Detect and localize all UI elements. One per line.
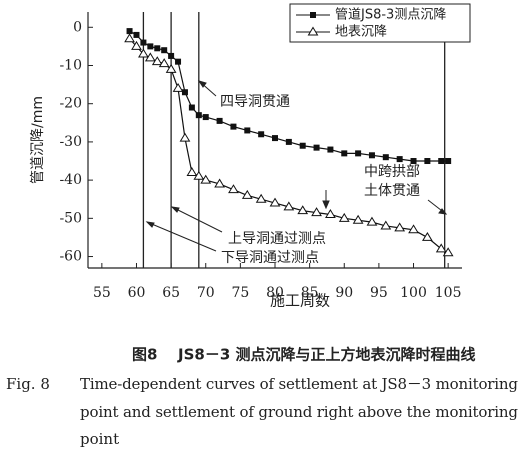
point bbox=[269, 197, 281, 207]
point bbox=[297, 205, 309, 215]
series-line bbox=[129, 38, 449, 254]
caption-cn-text: JS8－3 测点沉降与正上方地表沉降时程曲线 bbox=[177, 346, 475, 364]
point bbox=[421, 231, 433, 241]
x-tick-label: 105 bbox=[435, 285, 462, 301]
point bbox=[438, 158, 445, 165]
point bbox=[272, 135, 278, 142]
y-tick-label: -40 bbox=[59, 172, 82, 188]
point bbox=[181, 89, 188, 96]
point bbox=[241, 189, 253, 199]
point bbox=[202, 114, 209, 121]
point bbox=[341, 150, 348, 157]
x-tick-label: 90 bbox=[335, 285, 353, 301]
point bbox=[283, 201, 295, 211]
point bbox=[186, 167, 198, 176]
point bbox=[138, 48, 149, 58]
point bbox=[368, 152, 375, 159]
legend-label: 管道JS8-3测点沉降 bbox=[335, 8, 446, 23]
x-tick-label: 55 bbox=[93, 285, 111, 301]
point bbox=[200, 174, 212, 184]
point bbox=[445, 158, 452, 165]
point bbox=[214, 178, 225, 188]
point bbox=[179, 132, 191, 142]
x-axis-title: 施工周数 bbox=[270, 292, 330, 310]
x-tick-label: 70 bbox=[197, 285, 215, 301]
point bbox=[408, 224, 419, 234]
caption-en-line: point bbox=[80, 430, 119, 448]
y-tick-label: -10 bbox=[59, 57, 82, 73]
point bbox=[228, 184, 239, 194]
point bbox=[338, 212, 350, 222]
x-tick-label: 95 bbox=[370, 285, 388, 301]
annotation: 四导洞贯通 bbox=[220, 94, 290, 110]
point bbox=[380, 220, 392, 230]
point bbox=[154, 45, 161, 52]
annotation: 土体贯通 bbox=[364, 183, 420, 199]
caption-en-line: point and settlement of ground right abo… bbox=[80, 403, 518, 421]
point bbox=[313, 144, 320, 151]
point bbox=[299, 142, 306, 149]
y-axis-title: 管道沉降/mm bbox=[30, 96, 46, 184]
caption-en-label: Fig. 8 bbox=[6, 375, 50, 393]
point bbox=[352, 214, 364, 224]
annotation-arrows bbox=[145, 80, 448, 252]
point bbox=[327, 146, 334, 153]
point bbox=[396, 156, 403, 163]
point bbox=[355, 150, 362, 157]
y-tick-label: -30 bbox=[59, 134, 82, 150]
point bbox=[285, 138, 292, 145]
point bbox=[124, 33, 135, 43]
point bbox=[366, 216, 378, 226]
point bbox=[158, 58, 170, 68]
x-tick-label: 85 bbox=[301, 285, 319, 301]
point bbox=[195, 112, 202, 119]
y-tick-label: -60 bbox=[59, 249, 82, 265]
y-tick-label: 0 bbox=[73, 19, 82, 35]
point bbox=[382, 154, 389, 161]
point bbox=[255, 193, 267, 203]
point bbox=[435, 243, 447, 253]
point bbox=[410, 158, 417, 165]
point bbox=[172, 82, 184, 92]
point bbox=[311, 207, 322, 217]
caption-en-line: Time-dependent curves of settlement at J… bbox=[80, 375, 518, 393]
point bbox=[307, 26, 319, 36]
x-tick-label: 60 bbox=[128, 285, 146, 301]
point bbox=[230, 123, 237, 130]
point bbox=[175, 58, 182, 65]
legend-label: 地表沉降 bbox=[335, 25, 387, 40]
x-tick-label: 75 bbox=[231, 285, 249, 301]
point bbox=[310, 12, 316, 18]
annotation: 下导洞通过测点 bbox=[221, 250, 319, 266]
point bbox=[131, 40, 142, 50]
point bbox=[442, 247, 454, 257]
point bbox=[193, 170, 205, 180]
y-tick-label: -20 bbox=[59, 96, 82, 112]
x-tick-label: 100 bbox=[400, 285, 427, 301]
point bbox=[394, 222, 406, 232]
annotation: 中跨拱部 bbox=[364, 164, 420, 180]
point bbox=[151, 56, 163, 66]
point bbox=[244, 127, 251, 134]
point bbox=[126, 28, 133, 35]
point bbox=[258, 131, 265, 138]
point bbox=[144, 52, 156, 62]
point bbox=[133, 31, 140, 38]
point bbox=[216, 117, 223, 124]
y-tick-label: -50 bbox=[59, 210, 82, 226]
point bbox=[140, 39, 147, 46]
legend-box bbox=[289, 3, 471, 43]
x-tick-label: 80 bbox=[266, 285, 284, 301]
caption-cn-label: 图8 bbox=[132, 346, 157, 364]
point bbox=[168, 52, 175, 59]
point bbox=[188, 104, 195, 111]
x-tick-label: 65 bbox=[162, 285, 180, 301]
point bbox=[161, 47, 168, 54]
point bbox=[165, 63, 177, 73]
point bbox=[147, 43, 154, 50]
point bbox=[424, 158, 431, 165]
annotation: 上导洞通过测点 bbox=[228, 231, 326, 247]
point bbox=[325, 209, 336, 219]
